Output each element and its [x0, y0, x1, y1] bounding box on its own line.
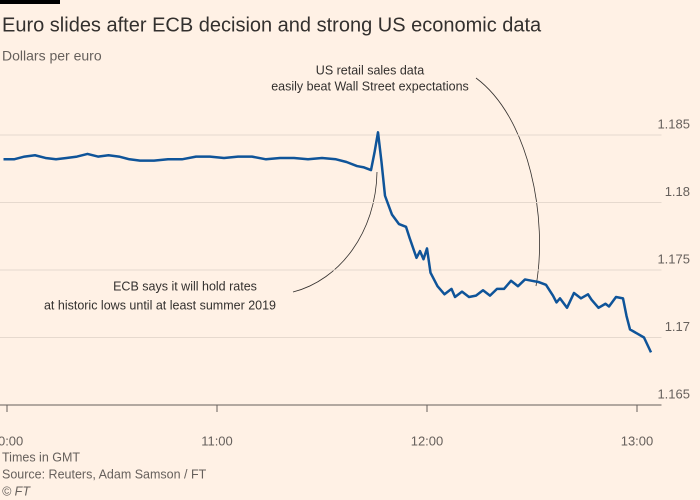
annotation: at historic lows until at least summer 2… [44, 298, 276, 312]
brand-bar [0, 0, 60, 4]
note: Times in GMT [2, 450, 80, 464]
y-tick-label: 1.175 [657, 251, 690, 266]
chart-title: Euro slides after ECB decision and stron… [2, 14, 542, 36]
chart-subtitle: Dollars per euro [2, 48, 102, 64]
x-tick-label: 10:00 [0, 433, 23, 448]
x-tick-label: 13:00 [621, 433, 654, 448]
y-tick-label: 1.185 [657, 116, 690, 131]
x-tick-label: 12:00 [411, 433, 444, 448]
annotation: easily beat Wall Street expectations [271, 79, 469, 93]
credit: © FT [2, 484, 31, 498]
annotation-leader [292, 171, 378, 293]
annotation: US retail sales data [316, 63, 424, 77]
y-tick-label: 1.17 [665, 319, 690, 334]
annotation-leader [475, 77, 540, 287]
annotation: ECB says it will hold rates [113, 279, 257, 293]
x-tick-label: 11:00 [201, 433, 233, 448]
y-tick-label: 1.18 [665, 184, 690, 199]
source: Source: Reuters, Adam Samson / FT [2, 467, 207, 481]
line [3, 131, 653, 353]
y-tick-label: 1.165 [657, 386, 690, 401]
